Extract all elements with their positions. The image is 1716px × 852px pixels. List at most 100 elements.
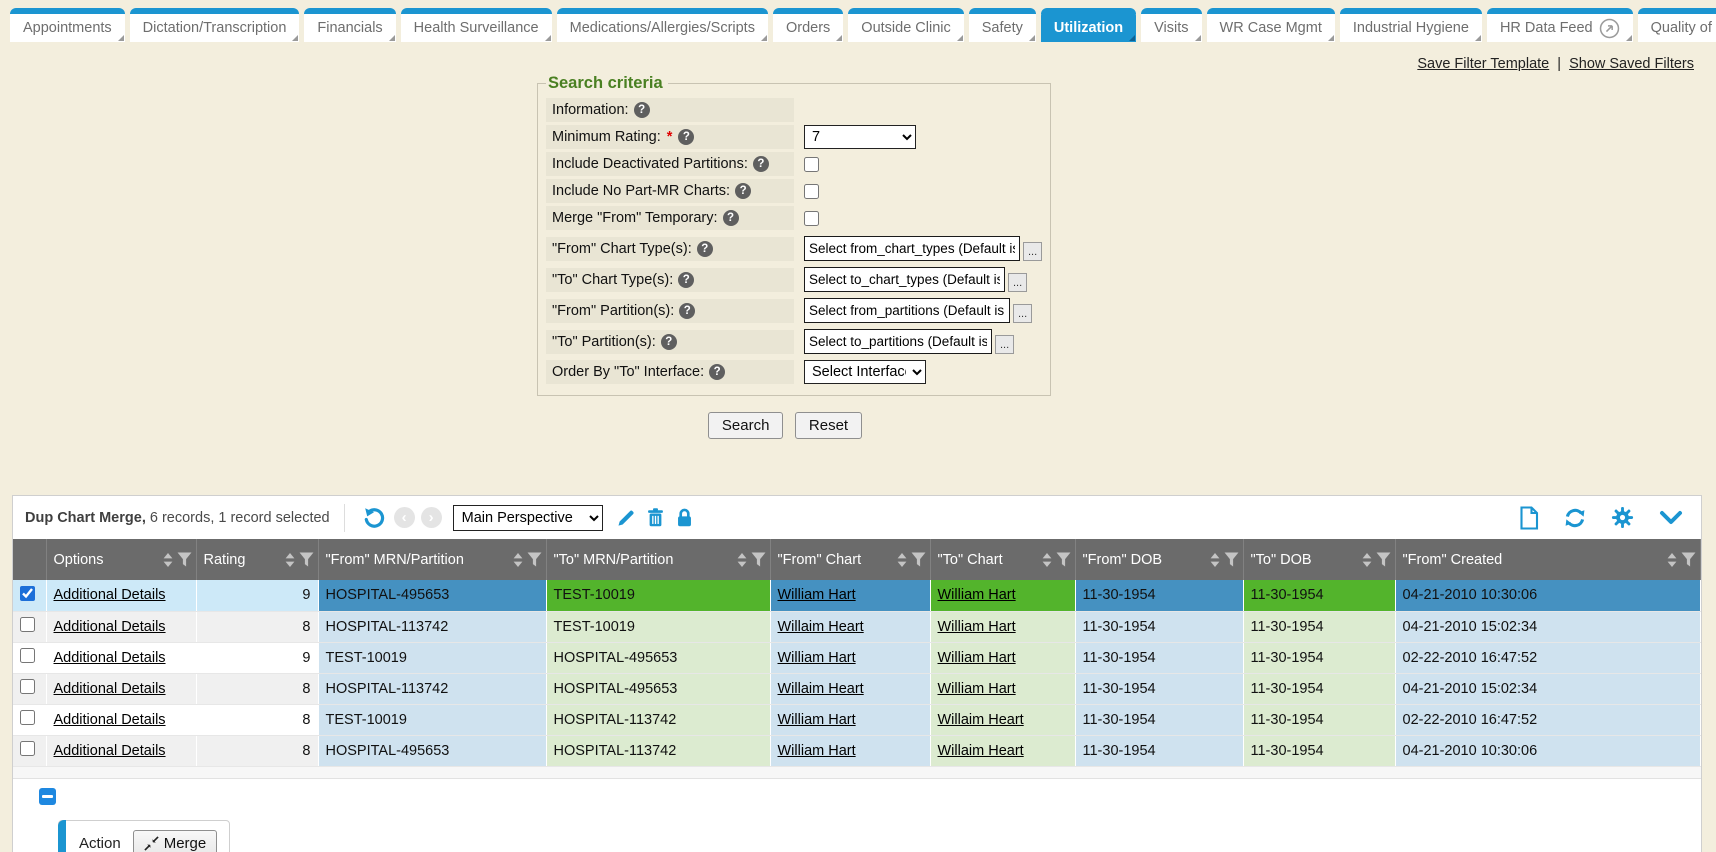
tab-appointments[interactable]: Appointments	[10, 8, 125, 42]
help-icon[interactable]	[709, 364, 726, 380]
undo-icon[interactable]	[362, 506, 386, 530]
tab-dictation-transcription[interactable]: Dictation/Transcription	[129, 8, 300, 42]
row-checkbox[interactable]	[20, 710, 35, 725]
delete-trash-icon[interactable]	[646, 507, 665, 528]
row-checkbox[interactable]	[20, 617, 35, 632]
additional-details-link[interactable]: Additional Details	[53, 742, 166, 759]
next-page-icon[interactable]: ›	[420, 507, 442, 528]
from-partitions-picker-button[interactable]: ...	[1013, 304, 1033, 323]
to-chart-link[interactable]: William Hart	[937, 649, 1016, 666]
col-header-from-dob[interactable]: "From" DOB	[1075, 539, 1244, 580]
sort-icon[interactable]	[1210, 552, 1220, 567]
col-header-rating[interactable]: Rating	[196, 539, 319, 580]
external-link-circle-icon[interactable]	[1599, 18, 1620, 39]
merge-button[interactable]: Merge	[132, 830, 218, 852]
tab-financials[interactable]: Financials	[304, 8, 396, 42]
col-header-from-mrn-partition[interactable]: "From" MRN/Partition	[318, 539, 547, 580]
help-icon[interactable]	[752, 156, 769, 172]
tab-safety[interactable]: Safety	[968, 8, 1036, 42]
include-deactivated-partitions-checkbox[interactable]	[804, 156, 819, 172]
filter-icon[interactable]	[299, 552, 314, 567]
from-chart-link[interactable]: William Hart	[777, 587, 856, 604]
tab-quality-of-care[interactable]: Quality of Care	[1637, 8, 1716, 42]
sort-icon[interactable]	[1362, 552, 1372, 567]
filter-icon[interactable]	[751, 552, 766, 567]
tab-hr-data-feed[interactable]: HR Data Feed	[1486, 8, 1633, 42]
include-no-part-mr-charts-checkbox[interactable]	[804, 183, 819, 199]
sort-icon[interactable]	[1667, 552, 1677, 567]
col-header-options[interactable]: Options	[46, 539, 197, 580]
edit-pencil-icon[interactable]	[616, 508, 636, 528]
from-chart-link[interactable]: William Hart	[777, 711, 856, 728]
filter-icon[interactable]	[1681, 552, 1696, 567]
filter-icon[interactable]	[1224, 552, 1239, 567]
col-header-from-created[interactable]: "From" Created	[1395, 539, 1701, 580]
to-chart-link[interactable]: Willaim Heart	[937, 742, 1024, 759]
tab-utilization[interactable]: Utilization	[1040, 8, 1137, 42]
help-icon[interactable]	[660, 333, 677, 350]
from-chart-link[interactable]: William Hart	[777, 649, 856, 666]
minimum-rating-select[interactable]: 7	[804, 125, 916, 149]
select-all-toggle-icon[interactable]	[39, 787, 56, 805]
lock-icon[interactable]	[675, 507, 694, 528]
reset-button[interactable]: Reset	[794, 412, 863, 439]
settings-gear-icon[interactable]	[1611, 506, 1634, 529]
row-checkbox[interactable]	[20, 741, 35, 756]
sort-icon[interactable]	[163, 552, 173, 567]
row-checkbox[interactable]	[20, 585, 35, 601]
row-checkbox[interactable]	[20, 679, 35, 694]
to-partitions-input[interactable]	[804, 329, 992, 354]
col-header-to-mrn-partition[interactable]: "To" MRN/Partition	[546, 539, 771, 580]
show-saved-filters-link[interactable]: Show Saved Filters	[1569, 56, 1694, 72]
sort-icon[interactable]	[513, 552, 523, 567]
additional-details-link[interactable]: Additional Details	[53, 618, 166, 635]
tab-visits[interactable]: Visits	[1141, 8, 1202, 42]
to-chart-link[interactable]: William Hart	[937, 680, 1016, 697]
help-icon[interactable]	[679, 302, 696, 319]
row-checkbox[interactable]	[20, 648, 35, 663]
to-chart-link[interactable]: William Hart	[937, 618, 1016, 635]
tab-medications-allergies-scripts[interactable]: Medications/Allergies/Scripts	[556, 8, 769, 42]
col-header-to-chart[interactable]: "To" Chart	[930, 539, 1076, 580]
filter-icon[interactable]	[1376, 552, 1391, 567]
from-chart-link[interactable]: William Hart	[777, 742, 856, 759]
sort-icon[interactable]	[897, 552, 907, 567]
sort-icon[interactable]	[285, 552, 295, 567]
to-chart-types-input[interactable]	[804, 267, 1005, 292]
additional-details-link[interactable]: Additional Details	[53, 680, 166, 697]
col-header-to-dob[interactable]: "To" DOB	[1243, 539, 1396, 580]
sort-icon[interactable]	[1042, 552, 1052, 567]
help-icon[interactable]	[678, 271, 695, 288]
previous-page-icon[interactable]: ‹	[393, 507, 415, 528]
help-icon[interactable]	[722, 210, 739, 226]
tab-industrial-hygiene[interactable]: Industrial Hygiene	[1339, 8, 1483, 42]
help-icon[interactable]	[678, 129, 695, 145]
refresh-icon[interactable]	[1563, 506, 1587, 530]
order-by-to-interface-select[interactable]: Select Interface	[804, 360, 926, 384]
tab-health-surveillance[interactable]: Health Surveillance	[400, 8, 552, 42]
from-chart-link[interactable]: Willaim Heart	[777, 680, 864, 697]
col-header-from-chart[interactable]: "From" Chart	[770, 539, 931, 580]
from-partitions-input[interactable]	[804, 298, 1010, 323]
filter-icon[interactable]	[1056, 552, 1071, 567]
to-chart-link[interactable]: Willaim Heart	[937, 711, 1024, 728]
from-chart-types-picker-button[interactable]: ...	[1023, 242, 1043, 261]
additional-details-link[interactable]: Additional Details	[53, 711, 166, 728]
new-document-icon[interactable]	[1519, 505, 1539, 530]
to-chart-types-picker-button[interactable]: ...	[1008, 273, 1028, 292]
filter-icon[interactable]	[911, 552, 926, 567]
to-partitions-picker-button[interactable]: ...	[995, 335, 1015, 354]
help-icon[interactable]	[633, 102, 650, 118]
sort-icon[interactable]	[737, 552, 747, 567]
tab-wr-case-mgmt[interactable]: WR Case Mgmt	[1206, 8, 1336, 42]
filter-icon[interactable]	[527, 552, 542, 567]
from-chart-link[interactable]: Willaim Heart	[777, 618, 864, 635]
help-icon[interactable]	[696, 240, 713, 257]
help-icon[interactable]	[735, 183, 752, 199]
merge-from-temporary-checkbox[interactable]	[804, 210, 819, 226]
perspective-select[interactable]: Main Perspective	[452, 504, 603, 531]
tab-orders[interactable]: Orders	[772, 8, 844, 42]
tab-outside-clinic[interactable]: Outside Clinic	[848, 8, 965, 42]
from-chart-types-input[interactable]	[804, 236, 1020, 261]
additional-details-link[interactable]: Additional Details	[53, 587, 166, 604]
